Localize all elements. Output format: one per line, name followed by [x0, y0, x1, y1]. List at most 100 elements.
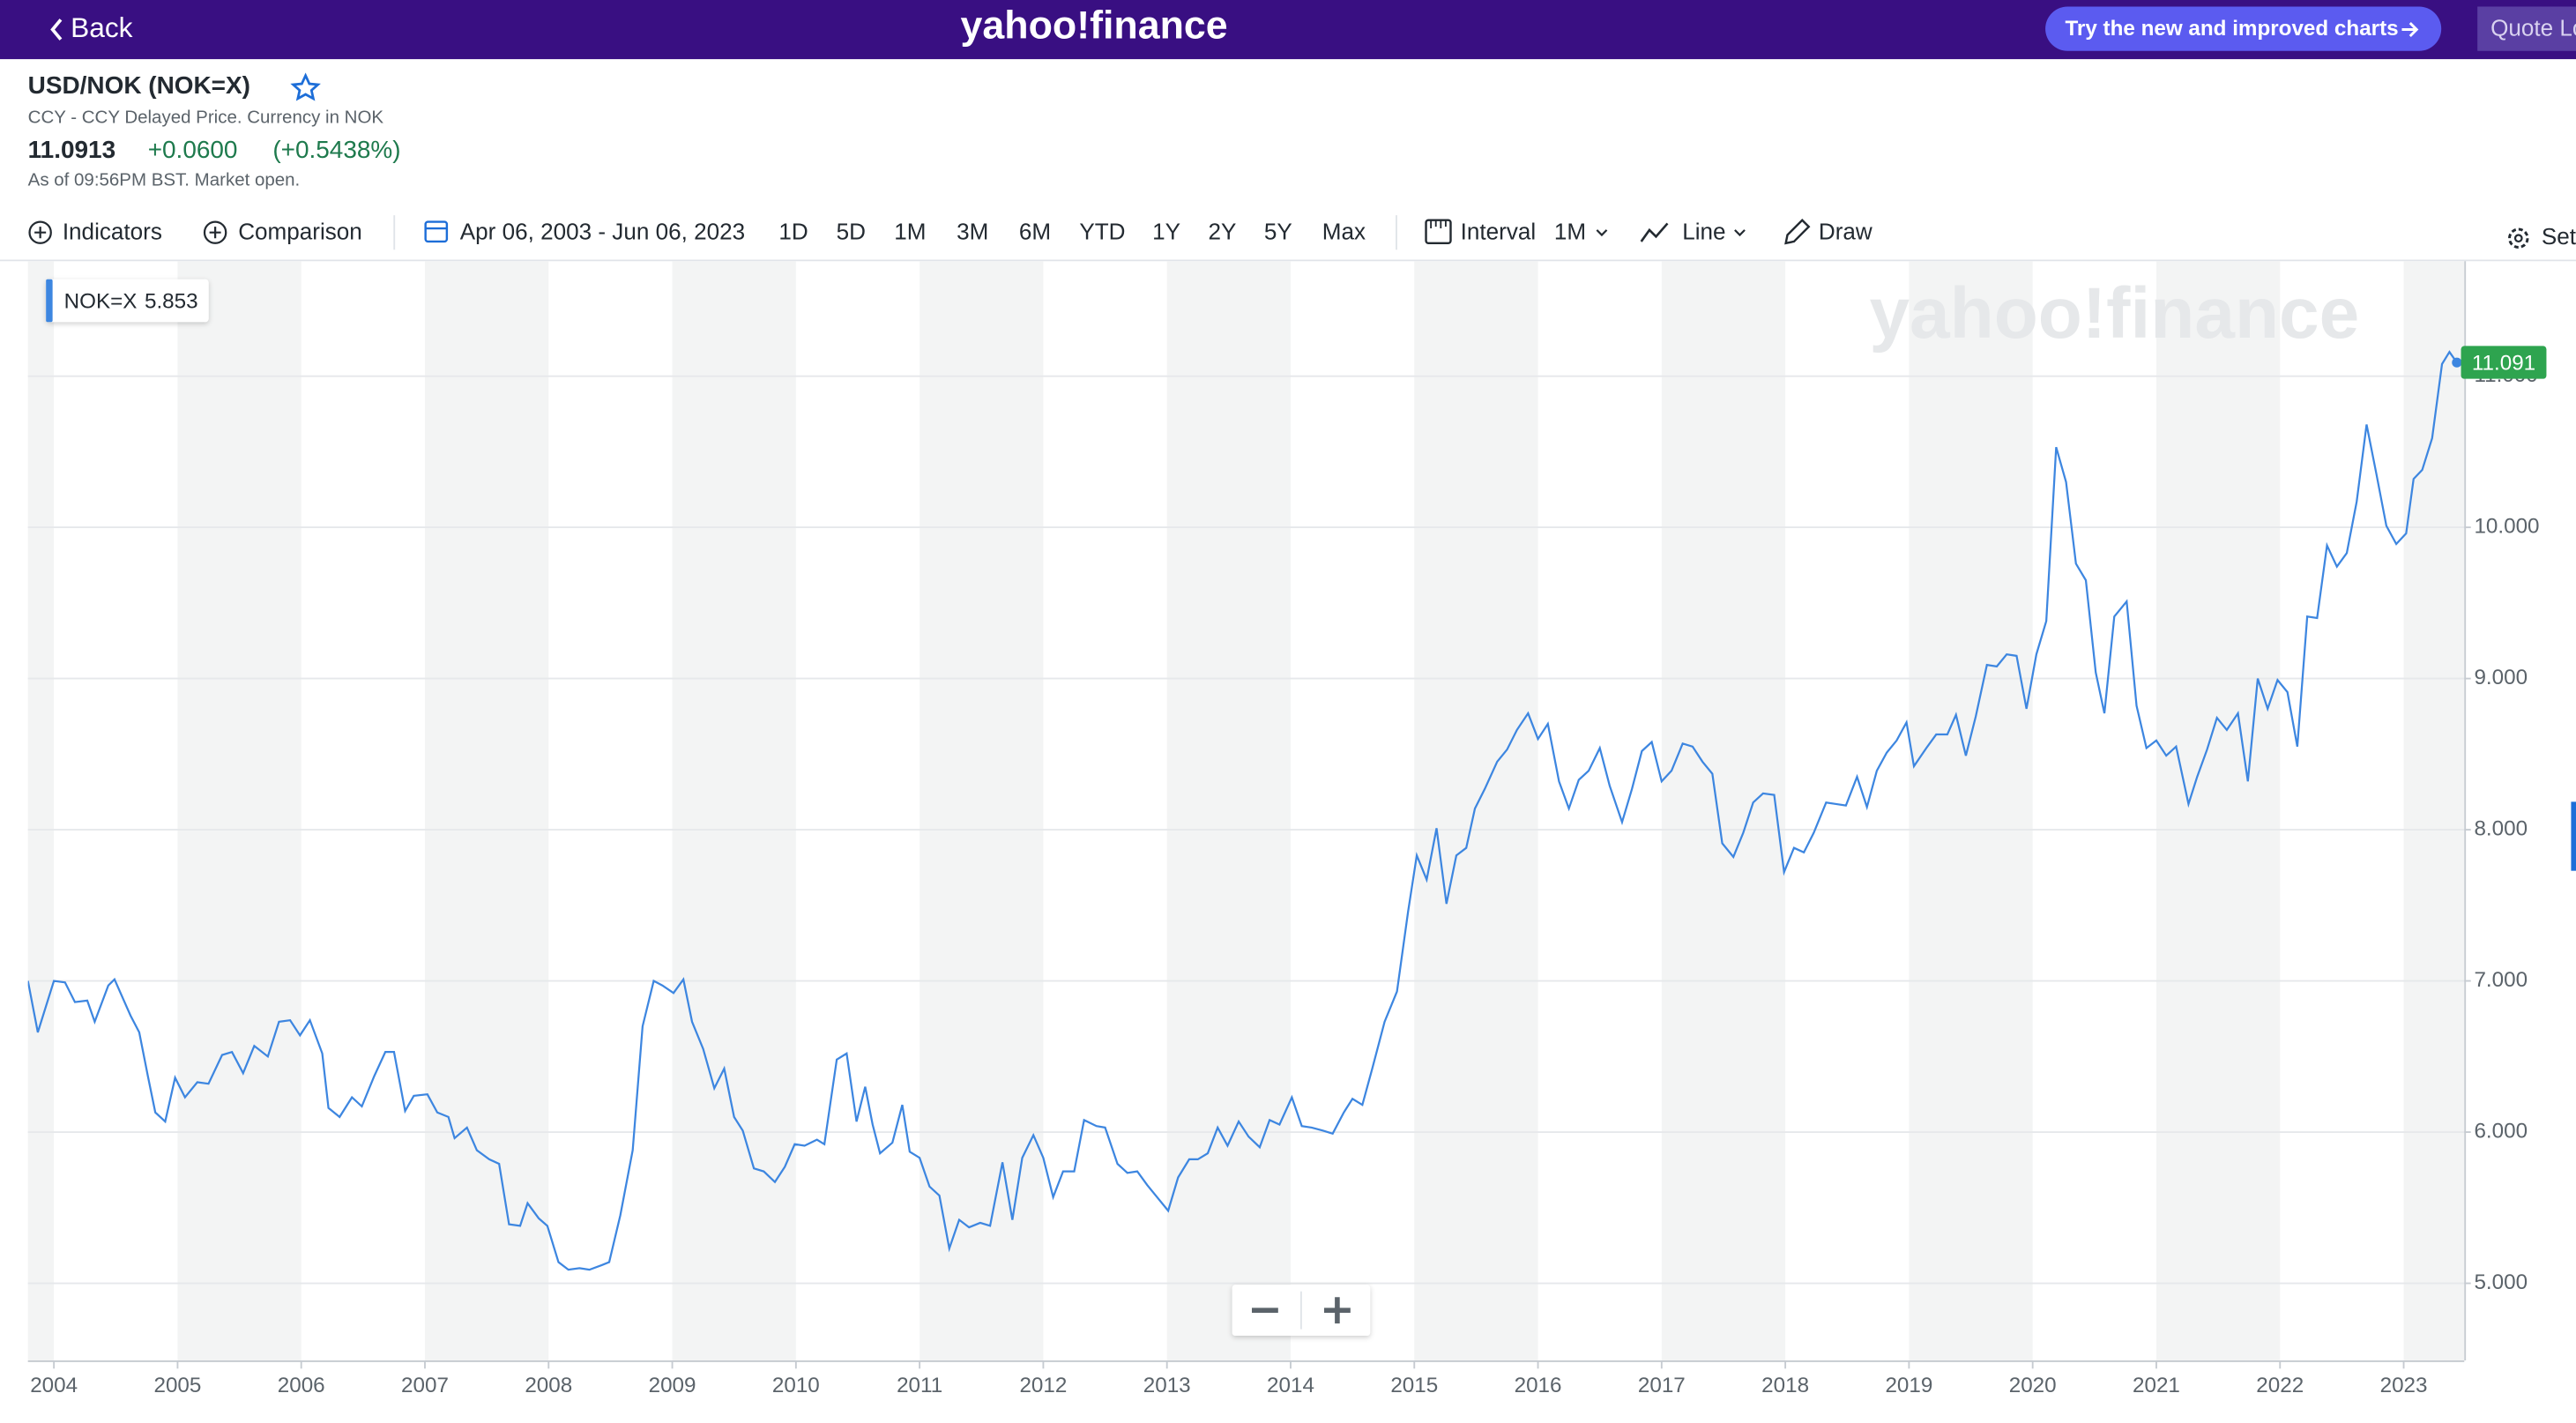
- year-band: [919, 261, 1044, 1360]
- x-tick-label: 2010: [772, 1374, 820, 1397]
- comparison-button[interactable]: Comparison: [238, 219, 362, 245]
- range-button[interactable]: 5Y: [1264, 219, 1292, 245]
- x-tick-label: 2007: [401, 1374, 449, 1397]
- year-bands: [27, 261, 2465, 1360]
- line-icon[interactable]: [1640, 222, 1669, 242]
- year-band: [177, 261, 302, 1360]
- interval-label[interactable]: Interval: [1461, 219, 1537, 245]
- range-button[interactable]: 5D: [837, 219, 866, 245]
- settings-button[interactable]: Set: [2542, 223, 2576, 250]
- year-band: [2155, 261, 2281, 1360]
- comparison-icon[interactable]: [203, 220, 227, 244]
- x-tick-label: 2004: [30, 1374, 78, 1397]
- range-buttons: 1D 5D 1M 3M 6M YTD 1Y 2Y 5Y Max: [778, 219, 1366, 245]
- price-line: [27, 350, 2458, 1271]
- watermark: yahoo!finance: [1869, 273, 2359, 354]
- y-tick-label: 7.000: [2474, 968, 2528, 992]
- range-button[interactable]: 1M: [894, 219, 926, 245]
- interval-icon[interactable]: [1425, 219, 1452, 245]
- legend-label: NOK=X: [64, 289, 138, 313]
- x-tick-label: 2013: [1143, 1374, 1191, 1397]
- legend-value: 5.853: [145, 289, 198, 313]
- side-tab[interactable]: [2571, 801, 2576, 871]
- indicators-button[interactable]: Indicators: [63, 219, 162, 245]
- try-button-bg[interactable]: [2045, 6, 2442, 51]
- quote-title: USD/NOK (NOK=X): [28, 71, 250, 99]
- price: 11.0913: [28, 136, 115, 163]
- year-band: [672, 261, 796, 1360]
- y-tick-label: 5.000: [2474, 1270, 2528, 1294]
- x-tick-label: 2020: [2009, 1374, 2057, 1397]
- draw-icon[interactable]: [1784, 219, 1811, 245]
- range-button[interactable]: 1Y: [1152, 219, 1180, 245]
- price-change: +0.0600: [148, 136, 238, 163]
- x-tick-label: 2016: [1515, 1374, 1562, 1397]
- year-band: [27, 261, 55, 1360]
- zoom-in[interactable]: [1323, 1297, 1351, 1324]
- legend-swatch: [46, 279, 53, 323]
- x-tick-label: 2014: [1267, 1374, 1314, 1397]
- calendar-icon[interactable]: [424, 220, 449, 243]
- toolbar: Indicators Comparison Apr 06, 2003 - Jun…: [28, 215, 2576, 250]
- year-band: [1661, 261, 1786, 1360]
- interval-chevron[interactable]: [1596, 229, 1608, 237]
- x-tick-label: 2021: [2133, 1374, 2180, 1397]
- year-band: [424, 261, 549, 1360]
- x-tick-label: 2019: [1885, 1374, 1932, 1397]
- y-tick-label: 6.000: [2474, 1119, 2528, 1143]
- last-point: [2452, 357, 2462, 368]
- range-button[interactable]: 6M: [1019, 219, 1051, 245]
- last-price-label: 11.091: [2472, 351, 2535, 375]
- quote-lookup-bg[interactable]: [2477, 6, 2576, 51]
- quote-subtitle: CCY - CCY Delayed Price. Currency in NOK: [28, 108, 384, 128]
- year-band: [1414, 261, 1538, 1360]
- range-button[interactable]: 3M: [957, 219, 988, 245]
- x-tick-label: 2008: [525, 1374, 572, 1397]
- x-tick-label: 2022: [2256, 1374, 2304, 1397]
- try-button[interactable]: Try the new and improved charts: [2065, 17, 2398, 41]
- chart-type[interactable]: Line: [1682, 219, 1725, 245]
- interval-value[interactable]: 1M: [1554, 219, 1586, 245]
- as-of: As of 09:56PM BST. Market open.: [28, 169, 301, 190]
- range-button[interactable]: 2Y: [1209, 219, 1237, 245]
- arrow-icon: [2401, 22, 2419, 38]
- quote-lookup[interactable]: Quote Lo: [2490, 14, 2576, 41]
- x-tick-label: 2012: [1019, 1374, 1067, 1397]
- range-button[interactable]: YTD: [1079, 219, 1125, 245]
- y-tick-label: 9.000: [2474, 666, 2528, 689]
- x-tick-label: 2006: [278, 1374, 325, 1397]
- settings-icon[interactable]: [2508, 227, 2529, 249]
- x-tick-label: 2017: [1638, 1374, 1686, 1397]
- date-range[interactable]: Apr 06, 2003 - Jun 06, 2023: [460, 219, 745, 245]
- price-change-percent: (+0.5438%): [272, 136, 400, 163]
- range-button[interactable]: 1D: [778, 219, 808, 245]
- back-icon[interactable]: [50, 19, 63, 41]
- y-tick-label: 8.000: [2474, 816, 2528, 840]
- last-price-tag: [2461, 346, 2547, 379]
- back-button[interactable]: Back: [71, 11, 133, 43]
- comparison-icon-plus: [209, 227, 221, 239]
- draw-button[interactable]: Draw: [1819, 219, 1872, 245]
- year-band: [1166, 261, 1291, 1360]
- watchlist-star[interactable]: [290, 72, 321, 101]
- legend-box: [46, 279, 209, 323]
- x-tick-label: 2015: [1390, 1374, 1438, 1397]
- indicators-icon[interactable]: [28, 220, 52, 244]
- settings-icon-core: [2513, 234, 2523, 243]
- x-tick-label: 2005: [153, 1374, 201, 1397]
- logo[interactable]: yahoo!finance: [961, 4, 1228, 47]
- indicators-icon-plus: [34, 227, 47, 239]
- axes: 5.0006.0007.0008.0009.00010.00011.000200…: [30, 363, 2539, 1397]
- x-tick-label: 2023: [2380, 1374, 2428, 1397]
- plot-area: [27, 350, 2458, 1271]
- range-button[interactable]: Max: [1322, 219, 1366, 245]
- x-tick-label: 2009: [649, 1374, 696, 1397]
- year-band: [1909, 261, 2033, 1360]
- x-tick-label: 2011: [897, 1374, 942, 1397]
- x-tick-label: 2018: [1761, 1374, 1809, 1397]
- y-tick-label: 10.000: [2474, 515, 2539, 539]
- chart-type-chevron[interactable]: [1734, 229, 1746, 237]
- year-band: [2403, 261, 2465, 1360]
